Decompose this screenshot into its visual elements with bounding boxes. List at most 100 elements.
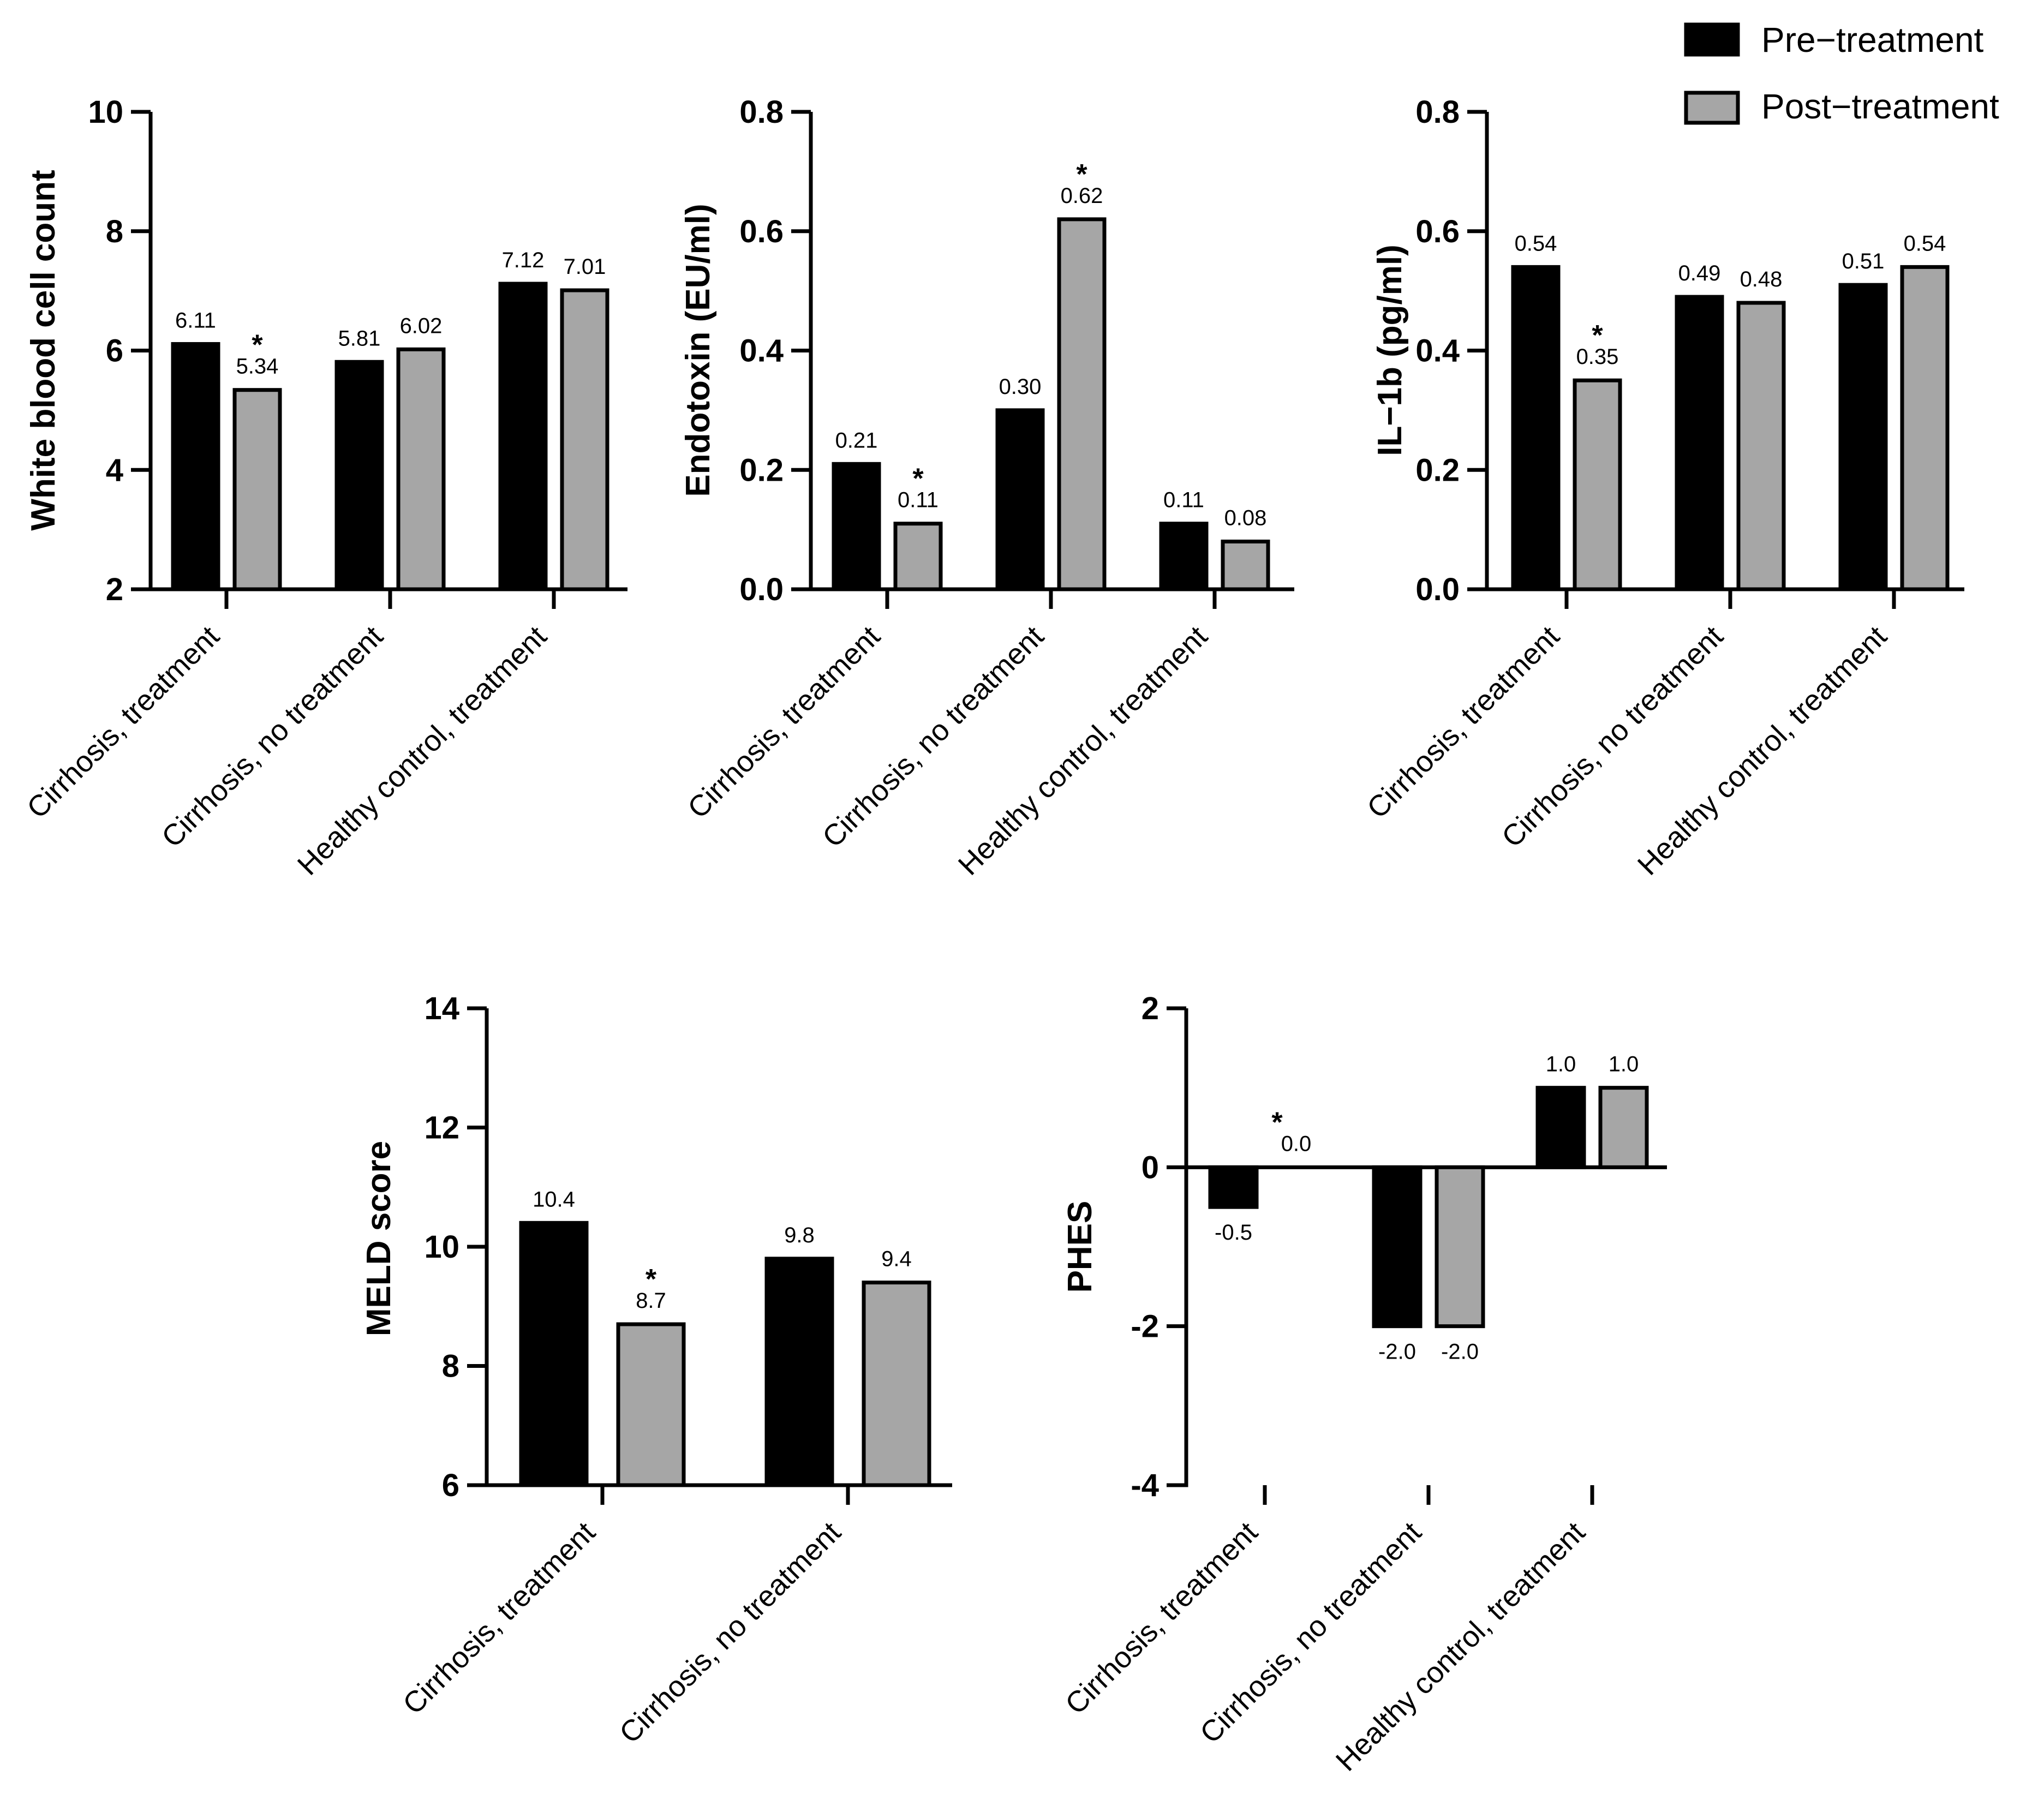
- data-label: 0.54: [1515, 231, 1557, 255]
- significance-star: *: [1592, 320, 1603, 351]
- data-label: 7.01: [564, 255, 606, 279]
- y-tick-label: 0.0: [739, 572, 784, 607]
- bar-pre: [1208, 1165, 1259, 1209]
- bar-post: [893, 522, 943, 591]
- data-label: -0.5: [1215, 1221, 1252, 1245]
- bar-pre: [1511, 265, 1561, 591]
- data-label: 1.0: [1609, 1052, 1639, 1077]
- legend-label-pre: Pre−treatment: [1761, 20, 1984, 59]
- data-label: 0.48: [1740, 267, 1783, 291]
- bar-post: [616, 1322, 686, 1487]
- data-label: 9.8: [784, 1223, 815, 1247]
- bar-post: [1221, 540, 1270, 591]
- data-label: 0.49: [1678, 261, 1721, 285]
- significance-star: *: [252, 330, 263, 361]
- bar-pre: [171, 342, 220, 591]
- y-tick-label: 0.4: [1415, 333, 1460, 369]
- bar-post: [862, 1281, 931, 1487]
- data-label: 0.08: [1224, 506, 1267, 530]
- chart-il1b: 0.00.20.40.60.8IL−1b (pg/ml)Cirrhosis, t…: [1361, 94, 1964, 882]
- x-tick-label: Cirrhosis, treatment: [397, 1516, 602, 1721]
- bar-pre: [995, 408, 1045, 591]
- bar-post: [1736, 301, 1786, 591]
- x-tick-label: Cirrhosis, no treatment: [613, 1516, 847, 1750]
- bar-pre: [832, 462, 881, 591]
- data-label: 8.7: [636, 1289, 666, 1313]
- legend-item-pre: Pre−treatment: [1684, 20, 1984, 59]
- data-label: 0.51: [1842, 249, 1885, 273]
- y-tick-label: 0.6: [1415, 214, 1460, 249]
- y-tick-label: 2: [106, 572, 123, 607]
- bar-pre: [334, 360, 384, 591]
- y-tick-label: -2: [1131, 1309, 1159, 1344]
- legend-item-post: Post−treatment: [1684, 87, 1999, 126]
- y-tick-label: 0.2: [1415, 452, 1460, 488]
- data-label: 0.21: [835, 428, 878, 452]
- bar-post: [396, 347, 446, 591]
- bar-post: [560, 288, 609, 591]
- y-tick-label: 0.6: [739, 214, 784, 249]
- y-axis-title: White blood cell count: [25, 170, 62, 530]
- y-tick-label: 4: [106, 452, 123, 488]
- legend-label-post: Post−treatment: [1761, 87, 1999, 126]
- y-tick-label: 0.0: [1415, 572, 1460, 607]
- y-axis-title: PHES: [1061, 1201, 1099, 1293]
- bar-post: [232, 388, 282, 591]
- y-axis-title: MELD score: [360, 1141, 398, 1336]
- legend: Pre−treatment Post−treatment: [1684, 20, 1999, 126]
- bar-pre: [764, 1257, 834, 1487]
- data-label: 0.62: [1061, 184, 1103, 208]
- bar-pre: [519, 1221, 589, 1487]
- y-tick-label: 2: [1141, 991, 1159, 1026]
- y-axis-title: Endotoxin (EU/ml): [679, 204, 717, 497]
- data-label: 7.12: [502, 248, 545, 272]
- y-tick-label: 6: [442, 1468, 459, 1503]
- bar-post: [1057, 217, 1107, 591]
- y-tick-label: 8: [442, 1349, 459, 1384]
- bar-pre: [1675, 295, 1724, 591]
- y-tick-label: 6: [106, 333, 123, 369]
- bar-pre: [1838, 283, 1888, 591]
- significance-star: *: [1076, 159, 1087, 190]
- bar-pre: [498, 282, 548, 591]
- y-tick-label: 0.8: [1415, 94, 1460, 130]
- data-label: 5.34: [236, 355, 279, 379]
- y-tick-label: 0.2: [739, 452, 784, 488]
- data-label: 0.35: [1576, 345, 1619, 369]
- bar-pre: [1159, 522, 1209, 591]
- y-tick-label: 12: [424, 1110, 459, 1146]
- data-label: -2.0: [1378, 1340, 1416, 1364]
- y-tick-label: 14: [424, 991, 459, 1026]
- significance-star: *: [912, 463, 924, 495]
- bar-post: [1573, 378, 1622, 591]
- data-label: 0.54: [1904, 231, 1946, 255]
- legend-swatch-post: [1684, 91, 1740, 125]
- data-label: 0.30: [999, 375, 1042, 399]
- y-tick-label: 8: [106, 214, 123, 249]
- y-tick-label: 0: [1141, 1150, 1159, 1185]
- bar-pre: [1535, 1086, 1586, 1169]
- data-label: 6.02: [400, 314, 443, 338]
- y-tick-label: -4: [1131, 1468, 1159, 1503]
- bar-pre: [1372, 1165, 1423, 1329]
- y-axis-title: IL−1b (pg/ml): [1371, 244, 1409, 456]
- data-label: 0.11: [898, 488, 939, 512]
- significance-star: *: [646, 1264, 657, 1295]
- data-label: 10.4: [533, 1187, 575, 1211]
- y-tick-label: 0.8: [739, 94, 784, 130]
- y-tick-label: 0.4: [739, 333, 784, 369]
- y-tick-label: 10: [88, 94, 123, 130]
- significance-star: *: [1271, 1107, 1283, 1138]
- data-label: 0.11: [1163, 488, 1204, 512]
- bar-post: [1900, 265, 1950, 591]
- bar-post: [1598, 1086, 1649, 1169]
- data-label: 0.0: [1281, 1132, 1312, 1156]
- chart-meld: 6 8 10 12 14 MELD score Cirrhosis, treatment 10…: [360, 991, 952, 1750]
- bar-post: [1435, 1165, 1485, 1329]
- data-label: 9.4: [881, 1247, 912, 1271]
- y-tick-label: 10: [424, 1229, 459, 1265]
